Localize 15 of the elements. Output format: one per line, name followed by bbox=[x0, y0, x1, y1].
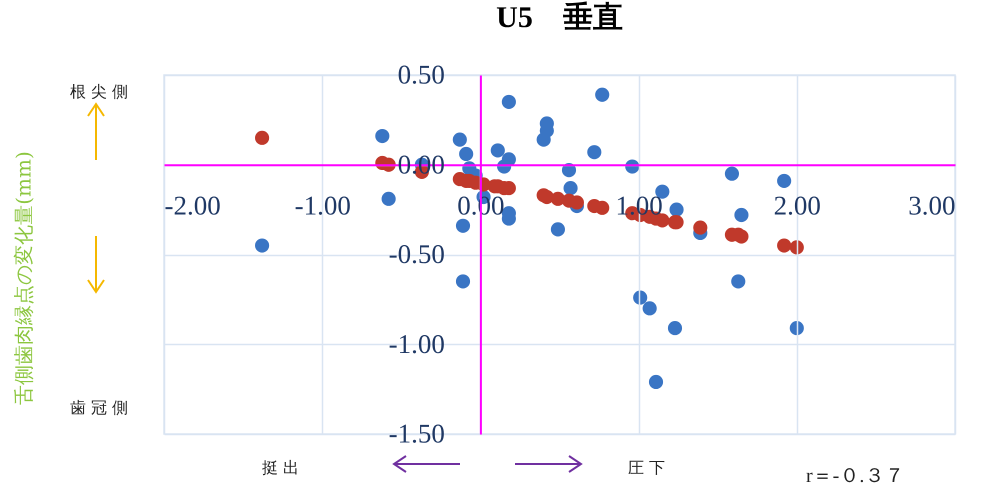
text: 挺 出 bbox=[262, 458, 300, 479]
x-tick-label: -2.00 bbox=[164, 190, 221, 220]
y-tick-label: -1.50 bbox=[388, 418, 445, 448]
text: 舌側歯肉縁点の変化量(mm) bbox=[10, 151, 36, 405]
text: r＝-０.３７ bbox=[806, 464, 904, 489]
y-tick-label: -1.00 bbox=[388, 328, 445, 359]
y-tick-label: -0.50 bbox=[388, 239, 445, 269]
x-tick-label: 3.00 bbox=[908, 190, 956, 220]
x-tick-label: -1.00 bbox=[294, 190, 351, 220]
text: 圧 下 bbox=[628, 458, 666, 479]
chart-title: U5 垂直 bbox=[496, 1, 623, 34]
text: 歯 冠 側 bbox=[70, 398, 128, 419]
y-tick-label: 0.50 bbox=[398, 60, 445, 90]
text: 根 尖 側 bbox=[70, 82, 128, 103]
x-tick-label: 2.00 bbox=[774, 190, 821, 220]
